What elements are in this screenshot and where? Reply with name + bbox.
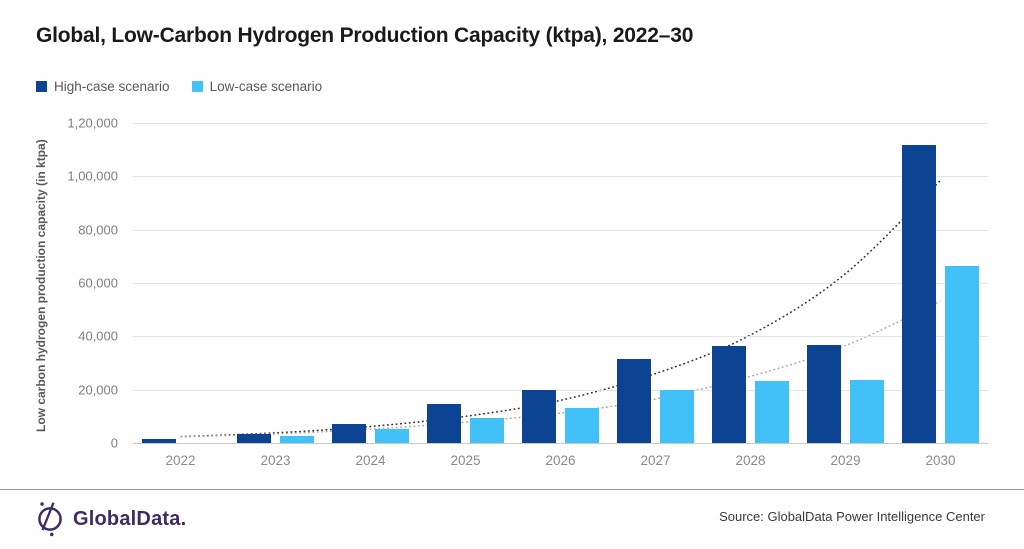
chart-title: Global, Low-Carbon Hydrogen Production C… — [36, 24, 694, 47]
x-axis-line — [133, 443, 988, 444]
x-axis-label-2027: 2027 — [640, 453, 671, 468]
bar-high-2027 — [617, 359, 651, 443]
bar-high-2023 — [237, 433, 271, 443]
y-tick-label: 1,20,000 — [67, 115, 118, 131]
x-axis-label-2030: 2030 — [925, 453, 956, 468]
logo-text: GlobalData. — [73, 507, 187, 530]
high-case-swatch-icon — [36, 81, 47, 92]
legend: High-case scenario Low-case scenario — [36, 79, 322, 94]
x-axis-label-2023: 2023 — [260, 453, 291, 468]
gridline — [133, 123, 988, 124]
footer: GlobalData. Source: GlobalData Power Int… — [0, 489, 1024, 549]
bar-low-2024 — [375, 428, 409, 443]
bar-low-2029 — [850, 379, 884, 443]
source-text: Source: GlobalData Power Intelligence Ce… — [719, 509, 985, 524]
low-case-swatch-icon — [191, 81, 203, 92]
x-axis-label-2024: 2024 — [355, 453, 386, 468]
bar-high-2029 — [807, 344, 841, 443]
bar-low-2023 — [280, 435, 314, 443]
gridline — [133, 229, 988, 231]
bar-high-2022 — [142, 439, 176, 443]
y-tick-label: 1,00,000 — [67, 168, 118, 184]
y-tick-label: 60,000 — [78, 275, 118, 291]
gridline — [133, 336, 988, 338]
x-axis-label-2029: 2029 — [830, 453, 861, 468]
y-tick-label: 80,000 — [78, 222, 118, 238]
bar-high-2028 — [712, 346, 746, 443]
plot-area — [133, 123, 988, 444]
y-tick-labels: 0 20,000 40,000 60,000 80,000 1,00,000 1,20,00… — [44, 116, 118, 451]
x-axis-label-2022: 2022 — [165, 453, 196, 468]
bar-high-2024 — [332, 423, 366, 443]
x-axis-label-2028: 2028 — [735, 453, 766, 468]
bar-low-2026 — [565, 408, 599, 443]
x-axis-label-2025: 2025 — [450, 453, 481, 468]
y-tick-label: 0 — [110, 435, 118, 451]
legend-label-low-case: Low-case scenario — [209, 79, 323, 94]
trendline-high-case — [180, 179, 942, 438]
gridline — [133, 176, 988, 178]
legend-item-high-case: High-case scenario — [36, 79, 170, 94]
bar-high-2025 — [427, 404, 461, 443]
gridline — [133, 283, 988, 284]
bar-low-2025 — [470, 417, 504, 443]
globaldata-logo: GlobalData. — [35, 501, 186, 537]
globaldata-logo-icon — [38, 502, 62, 537]
legend-label-high-case: High-case scenario — [54, 79, 170, 94]
bar-high-2026 — [522, 389, 556, 443]
bar-low-2027 — [660, 389, 694, 443]
legend-item-low-case: Low-case scenario — [191, 79, 323, 94]
y-tick-label: 40,000 — [78, 328, 118, 344]
bar-high-2030 — [902, 144, 936, 443]
y-tick-label: 20,000 — [78, 382, 118, 398]
gridline — [133, 389, 988, 391]
bar-low-2028 — [755, 381, 789, 443]
x-axis-labels: 2022 2023 2024 2025 2026 2027 2028 2029 2030 — [133, 453, 988, 473]
x-axis-label-2026: 2026 — [545, 453, 576, 468]
bar-low-2030 — [945, 265, 979, 443]
